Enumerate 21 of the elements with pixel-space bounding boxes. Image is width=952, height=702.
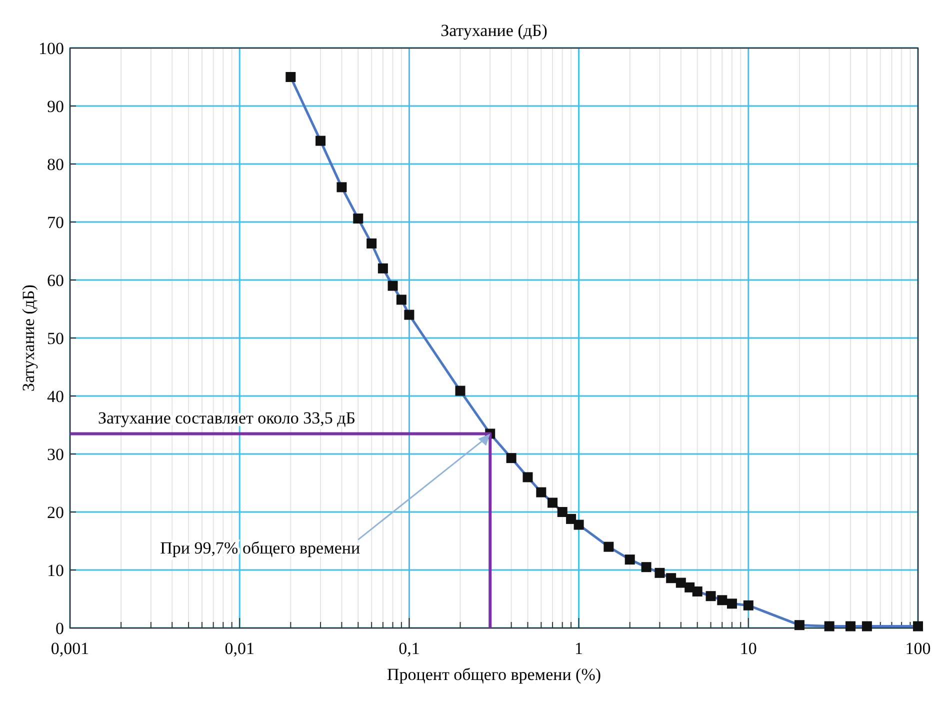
y-tick-label: 50 [47,329,64,348]
x-tick-label: 0,01 [224,639,254,658]
y-tick-label: 70 [47,213,64,232]
annotation: При 99,7% общего времени [160,538,360,558]
y-tick-label: 90 [47,97,64,116]
y-tick-label: 40 [47,387,64,406]
y-tick-label: 20 [47,503,64,522]
x-axis-title: Процент общего времени (%) [386,665,602,684]
x-tick-label: 1 [574,639,584,658]
y-axis-title: Затухание (дБ) [19,284,38,392]
chart-title: Затухание (дБ) [440,21,548,40]
x-tick-label: 100 [905,639,931,658]
y-tick-label: 60 [47,271,64,290]
y-tick-label: 100 [38,39,64,58]
x-tick-label: 10 [740,639,757,658]
x-tick-label: 0,001 [50,639,90,658]
y-tick-label: 0 [56,619,64,638]
y-tick-label: 30 [47,445,64,464]
x-tick-label: 0,1 [398,639,420,658]
y-tick-label: 10 [47,561,64,580]
y-tick-label: 80 [47,155,64,174]
